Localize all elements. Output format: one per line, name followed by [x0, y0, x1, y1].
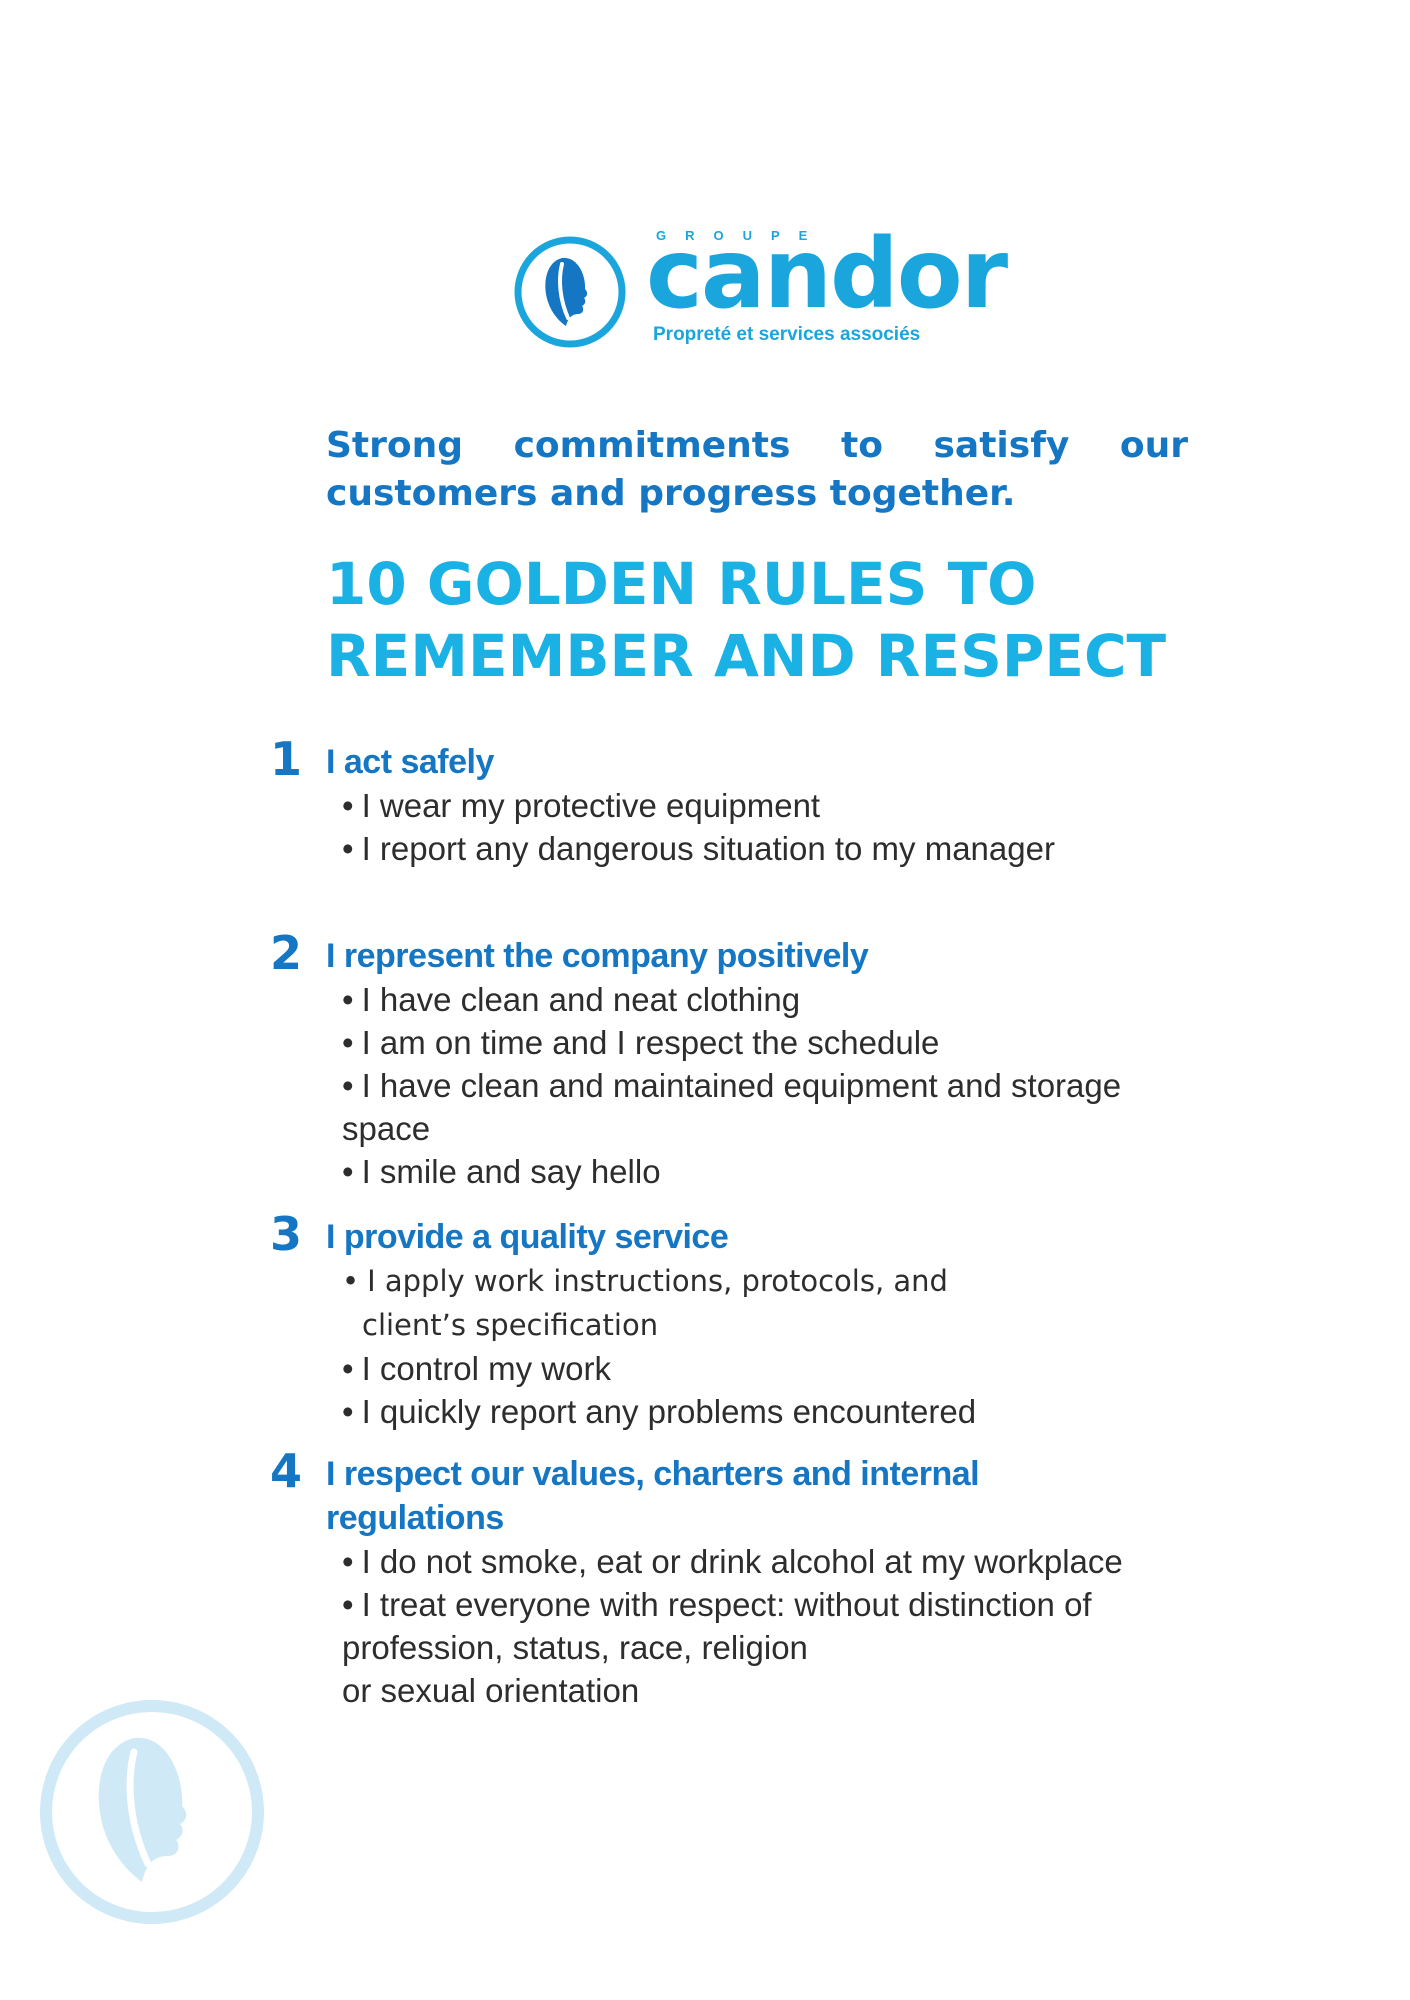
list-item-continuation: space	[342, 1110, 431, 1147]
rule-2: 2 I represent the company positively • I …	[270, 926, 1230, 1193]
list-item: • I report any dangerous situation to my …	[342, 830, 1055, 867]
list-item: • I have clean and neat clothing	[342, 981, 801, 1018]
rule-title: I represent the company positively	[326, 937, 869, 975]
logo-group-text: GROUPE	[656, 228, 827, 243]
logo-tagline: Propreté et services associés	[653, 324, 921, 345]
logo-wordmark: candor	[646, 218, 1008, 330]
title-line-1: 10 GOLDEN RULES TO	[326, 550, 1037, 618]
rule-bullets: • I do not smoke, eat or drink alcohol at…	[342, 1540, 1230, 1712]
list-item: • I smile and say hello	[342, 1153, 661, 1190]
list-item-continuation: profession, status, race, religion	[342, 1629, 808, 1666]
rule-title-line-2: regulations	[326, 1499, 504, 1537]
title-line-2: REMEMBER AND RESPECT	[326, 622, 1167, 690]
watermark-logo-icon	[40, 1700, 264, 1924]
rule-title-line-1: I respect our values, charters and inter…	[326, 1455, 980, 1493]
list-item: • I control my work	[342, 1350, 611, 1387]
list-item: • I am on time and I respect the schedule	[342, 1024, 940, 1061]
rule-number: 4	[270, 1444, 303, 1498]
rule-title: I act safely	[326, 743, 494, 781]
rule-title: I respect our values, charters and inter…	[326, 1452, 1230, 1540]
list-item: • I have clean and maintained equipment a…	[342, 1067, 1122, 1104]
list-item: • I treat everyone with respect: without …	[342, 1586, 1092, 1623]
list-item: • I do not smoke, eat or drink alcohol at…	[342, 1543, 1123, 1580]
rule-number: 3	[270, 1207, 303, 1261]
list-item: • I apply work instructions, protocols, a…	[342, 1264, 948, 1298]
list-item-continuation: or sexual orientation	[342, 1672, 640, 1709]
rule-4: 4 I respect our values, charters and int…	[270, 1444, 1230, 1712]
rule-3: 3 I provide a quality service • I apply w…	[270, 1207, 1230, 1433]
rule-bullets: • I wear my protective equipment • I repor…	[342, 784, 1230, 870]
profile-head-icon	[514, 236, 626, 348]
rule-bullets: • I apply work instructions, protocols, a…	[342, 1259, 1230, 1433]
company-logo: GROUPE candor Propreté et services assoc…	[512, 226, 1008, 356]
list-item: • I wear my protective equipment	[342, 787, 821, 824]
list-item: • I quickly report any problems encounter…	[342, 1393, 977, 1430]
rule-bullets: • I have clean and neat clothing • I am on…	[342, 978, 1230, 1193]
rule-title: I provide a quality service	[326, 1218, 729, 1256]
rule-number: 2	[270, 926, 303, 980]
intro-text: Strong commitments to satisfy our custom…	[326, 425, 1188, 514]
page-title: 10 GOLDEN RULES TO REMEMBER AND RESPECT	[326, 548, 1226, 692]
rule-1: 1 I act safely • I wear my protective equ…	[270, 732, 1230, 870]
rule-number: 1	[270, 732, 303, 786]
list-item-continuation: client’s specification	[362, 1308, 659, 1342]
